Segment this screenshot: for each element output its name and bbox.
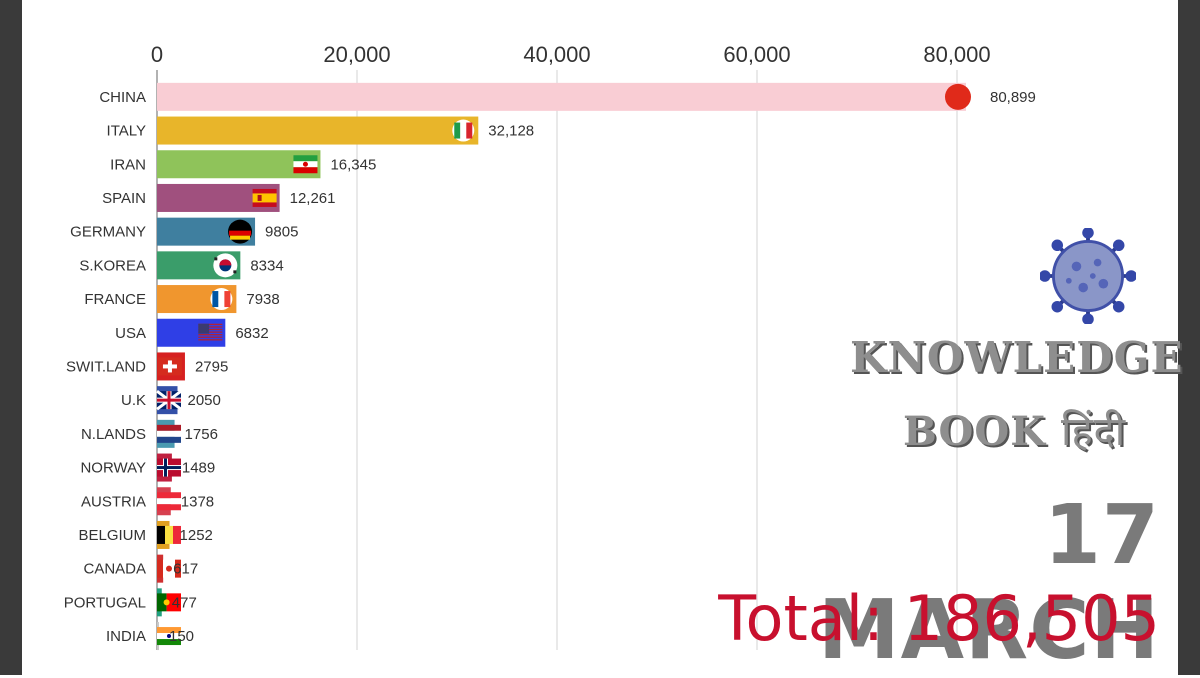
value-label: 1489 — [182, 460, 215, 477]
bar-group: N.LANDS 1756 — [81, 419, 218, 448]
coronavirus-icon — [1040, 228, 1136, 324]
category-label: ITALY — [107, 123, 146, 140]
brand-subtitle: BOOK हिंदी — [903, 402, 1126, 457]
category-label: USA — [115, 325, 146, 342]
bar-group: AUSTRIA 1378 — [81, 487, 214, 516]
category-label: AUSTRIA — [81, 493, 146, 510]
category-label: CHINA — [99, 89, 146, 106]
category-label: SWIT.LAND — [66, 358, 146, 375]
date-label: 17 MARCH — [817, 488, 1160, 678]
bar-group: GERMANY 9805 — [70, 217, 298, 246]
category-label: IRAN — [110, 156, 146, 173]
value-label: 150 — [169, 628, 194, 645]
bar-group: USA 6832 — [115, 318, 269, 347]
brand-subtitle-latin: BOOK — [903, 408, 1047, 455]
value-label: 8334 — [250, 257, 283, 274]
bar-group: INDIA 150 — [106, 622, 194, 651]
netherlands-flag-icon — [157, 424, 181, 443]
category-label: NORWAY — [80, 460, 146, 477]
bar-group: FRANCE 7938 — [84, 285, 280, 314]
value-label: 1252 — [180, 527, 213, 544]
italy-flag-icon — [452, 119, 475, 142]
value-label: 32,128 — [488, 123, 534, 140]
bar-group: S.KOREA 8334 — [79, 251, 284, 280]
bar — [157, 82, 966, 111]
iran-flag-icon — [293, 155, 318, 174]
bar-group: SWIT.LAND 2795 — [66, 352, 228, 381]
austria-flag-icon — [157, 492, 181, 511]
canada-flag-icon — [157, 559, 181, 578]
bar-group: BELGIUM 1252 — [78, 520, 213, 549]
category-label: BELGIUM — [78, 527, 146, 544]
bar-group: PORTUGAL 477 — [64, 588, 197, 617]
value-label: 1378 — [181, 493, 214, 510]
south-korea-flag-icon — [213, 253, 238, 278]
germany-flag-icon — [228, 219, 253, 244]
category-label: PORTUGAL — [64, 594, 146, 611]
frame-left-edge — [0, 0, 22, 675]
value-label: 1756 — [185, 426, 218, 443]
category-label: FRANCE — [84, 291, 146, 308]
frame-right-edge — [1178, 0, 1200, 675]
belgium-flag-icon — [157, 525, 181, 544]
value-label: 16,345 — [330, 156, 376, 173]
bar — [157, 116, 479, 145]
spain-flag-icon — [252, 188, 277, 207]
value-label: 6832 — [235, 325, 268, 342]
category-label: GERMANY — [70, 224, 146, 241]
brand-subtitle-hindi: हिंदी — [1060, 409, 1127, 455]
category-label: CANADA — [83, 561, 146, 578]
bar — [157, 150, 321, 179]
category-label: SPAIN — [102, 190, 146, 207]
x-tick-label: 20,000 — [323, 42, 390, 67]
value-label: 477 — [172, 594, 197, 611]
value-label: 80,899 — [990, 89, 1036, 106]
x-tick-label: 0 — [151, 42, 163, 67]
india-flag-icon — [157, 627, 181, 646]
bar-group: NORWAY 1489 — [80, 453, 215, 482]
norway-flag-icon — [157, 458, 181, 477]
bar-group: SPAIN 12,261 — [102, 183, 336, 212]
value-label: 2795 — [195, 358, 228, 375]
bar-group: CHINA 80,899 — [99, 82, 1036, 111]
france-flag-icon — [210, 288, 233, 311]
value-label: 12,261 — [290, 190, 336, 207]
china-flag-icon — [944, 83, 971, 110]
x-tick-label: 40,000 — [523, 42, 590, 67]
category-label: S.KOREA — [79, 257, 146, 274]
bar-group: ITALY 32,128 — [107, 116, 534, 145]
bar-group: U.K 2050 — [121, 386, 221, 415]
x-tick-label: 80,000 — [923, 42, 990, 67]
total-label: Total: 186,505 — [718, 582, 1160, 655]
usa-flag-icon — [198, 323, 223, 341]
switzerland-flag-icon — [157, 357, 182, 376]
bar-group: IRAN 16,345 — [110, 150, 376, 179]
category-label: U.K — [121, 392, 146, 409]
value-label: 9805 — [265, 224, 298, 241]
category-label: N.LANDS — [81, 426, 146, 443]
portugal-flag-icon — [157, 593, 181, 612]
brand-title: KNOWLEDGE — [850, 333, 1184, 382]
value-label: 7938 — [246, 291, 279, 308]
uk-flag-icon — [156, 389, 182, 411]
category-label: INDIA — [106, 628, 146, 645]
value-label: 617 — [173, 561, 198, 578]
bar-group: CANADA 617 — [83, 554, 198, 583]
value-label: 2050 — [188, 392, 221, 409]
x-tick-label: 60,000 — [723, 42, 790, 67]
